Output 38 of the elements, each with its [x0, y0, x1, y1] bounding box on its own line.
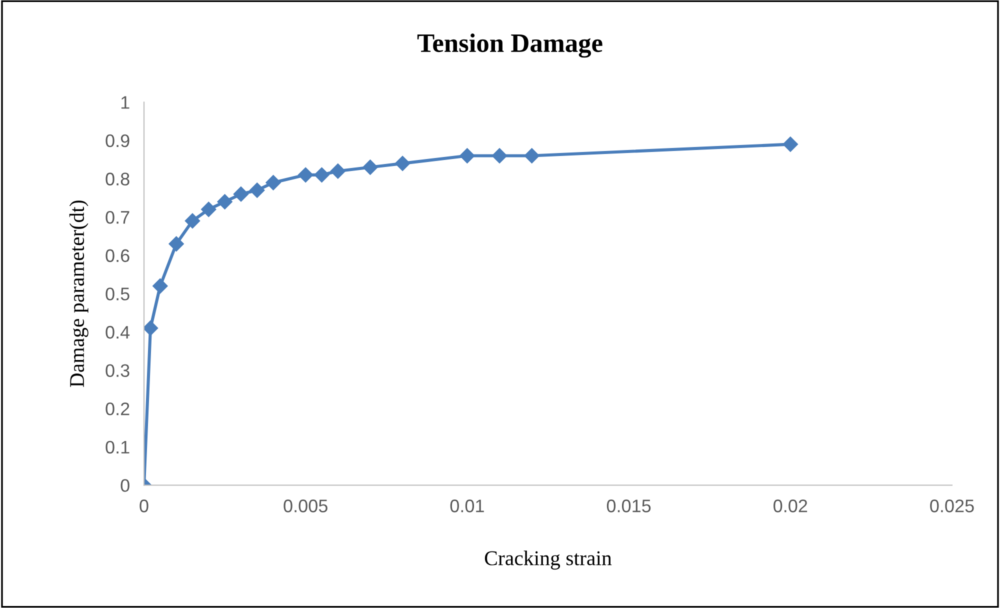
- x-tick-label: 0.01: [450, 500, 484, 512]
- y-tick-label: 0.4: [106, 326, 130, 339]
- y-tick-label: 0.9: [106, 134, 130, 148]
- point: [233, 186, 249, 202]
- x-tick-label: 0.005: [284, 500, 328, 512]
- point: [314, 167, 330, 182]
- point: [201, 202, 216, 217]
- point: [394, 156, 410, 171]
- point: [298, 167, 314, 182]
- y-tick-label: 0: [120, 479, 130, 492]
- point: [217, 194, 232, 210]
- x-tick-label: 0.025: [930, 500, 974, 512]
- x-tick-label: 0: [140, 500, 148, 512]
- point: [152, 278, 168, 294]
- y-tick-label: 0.7: [106, 210, 130, 224]
- point: [250, 182, 265, 198]
- point: [266, 175, 281, 190]
- y-axis-title: Damage parameter(dt): [69, 200, 88, 388]
- point: [330, 164, 346, 179]
- point: [492, 148, 508, 164]
- point: [144, 320, 158, 336]
- x-tick-label: 0.015: [606, 500, 651, 512]
- point: [168, 236, 184, 252]
- point: [362, 160, 378, 175]
- point: [524, 148, 540, 164]
- y-tick-label: 0.3: [106, 364, 130, 377]
- y-tick-label: 0.1: [106, 440, 130, 454]
- point: [184, 213, 200, 228]
- y-tick-label: 1: [121, 96, 130, 109]
- point: [460, 148, 475, 164]
- point: [782, 136, 798, 152]
- y-tick-label: 0.5: [106, 288, 130, 300]
- y-tick-label: 0.6: [106, 249, 130, 262]
- chart-title: Tension Damage: [417, 34, 602, 58]
- x-axis-title: Cracking strain: [484, 550, 612, 570]
- y-tick-label: 0.2: [106, 402, 130, 416]
- x-tick-label: 0.02: [774, 500, 808, 512]
- y-tick-label: 0.8: [106, 172, 130, 186]
